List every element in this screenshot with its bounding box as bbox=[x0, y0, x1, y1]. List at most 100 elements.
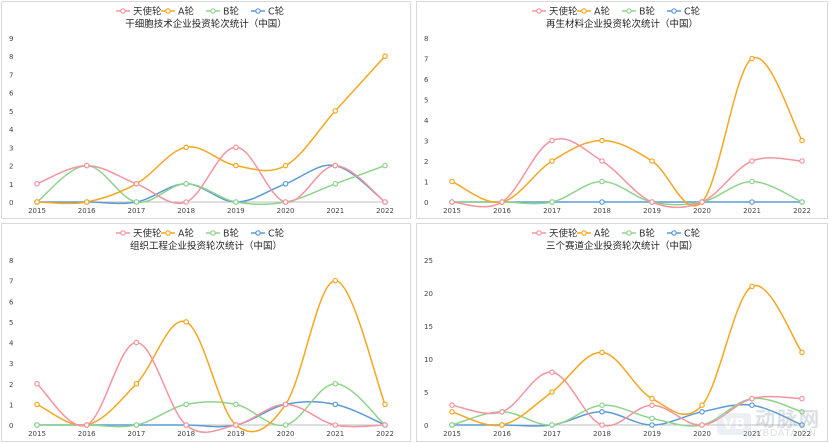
data-point bbox=[749, 283, 755, 290]
y-tick-label: 8 bbox=[9, 53, 13, 61]
data-point bbox=[549, 389, 555, 395]
data-point bbox=[183, 422, 189, 428]
data-point bbox=[449, 402, 455, 409]
x-tick-label: 2021 bbox=[326, 430, 344, 438]
y-tick-label: 5 bbox=[424, 97, 428, 105]
data-point bbox=[34, 380, 40, 387]
data-point bbox=[799, 137, 805, 144]
x-tick-label: 2017 bbox=[543, 430, 561, 438]
data-point bbox=[332, 162, 339, 169]
data-point bbox=[649, 422, 655, 428]
watermark-url: VBDATA.CN bbox=[755, 428, 817, 439]
data-point bbox=[282, 162, 289, 169]
chart-panel-stem-cell: 天使轮 A轮 B轮 C轮 干细胞技术企业投资轮次统计（中国） 0 1 2 3 4 5 6 7 8 9 2015… bbox=[1, 1, 411, 219]
legend-label: B轮 bbox=[223, 6, 240, 18]
data-point bbox=[382, 53, 388, 60]
data-point bbox=[332, 380, 339, 387]
data-point bbox=[83, 162, 90, 169]
watermark: VB 动脉网 VBDATA.CN bbox=[717, 409, 821, 439]
y-tick-label: 15 bbox=[424, 323, 433, 331]
chart-title: 干细胞技术企业投资轮次统计（中国） bbox=[125, 18, 287, 30]
data-point bbox=[749, 178, 755, 185]
chart-panel-regenerative-materials: 天使轮 A轮 B轮 C轮 再生材料企业投资轮次统计（中国） 0 1 2 3 4 5 6 7 8 2015 20… bbox=[416, 1, 828, 219]
data-point bbox=[699, 422, 705, 428]
data-point bbox=[332, 108, 339, 114]
watermark-name: 动脉网 bbox=[755, 407, 821, 431]
y-tick-label: 5 bbox=[9, 108, 13, 116]
y-tick-label: 2 bbox=[9, 381, 13, 389]
series-line bbox=[36, 279, 386, 433]
data-point bbox=[599, 137, 605, 144]
series-line bbox=[36, 146, 386, 205]
data-point bbox=[233, 199, 239, 205]
data-point bbox=[34, 199, 40, 205]
legend-label: A轮 bbox=[594, 6, 610, 18]
data-point bbox=[449, 422, 455, 428]
x-tick-label: 2015 bbox=[28, 430, 46, 438]
x-tick-label: 2022 bbox=[376, 207, 394, 215]
data-point bbox=[183, 144, 189, 151]
chart-legend: 天使轮 A轮 B轮 C轮 bbox=[116, 6, 285, 18]
data-point bbox=[449, 409, 455, 415]
data-point bbox=[233, 144, 239, 151]
x-tick-label: 2016 bbox=[493, 430, 511, 438]
legend-label: B轮 bbox=[639, 6, 656, 18]
data-point bbox=[34, 401, 40, 408]
x-tick-label: 2019 bbox=[227, 430, 245, 438]
x-tick-label: 2016 bbox=[493, 207, 511, 215]
y-tick-label: 7 bbox=[424, 56, 428, 64]
data-point bbox=[499, 422, 505, 428]
data-point bbox=[183, 199, 189, 205]
y-tick-label: 0 bbox=[424, 422, 428, 430]
data-point bbox=[133, 422, 140, 428]
x-tick-label: 2017 bbox=[543, 207, 561, 215]
y-tick-label: 0 bbox=[9, 199, 13, 207]
data-point bbox=[649, 199, 655, 205]
x-tick-label: 2019 bbox=[227, 207, 245, 215]
y-tick-label: 3 bbox=[424, 138, 428, 146]
chart-legend: 天使轮 A轮 B轮 C轮 bbox=[532, 228, 701, 240]
x-tick-label: 2018 bbox=[177, 207, 195, 215]
data-point bbox=[449, 178, 455, 185]
data-point bbox=[649, 395, 655, 402]
data-point bbox=[233, 422, 239, 428]
legend-label: C轮 bbox=[684, 228, 701, 240]
data-point bbox=[449, 199, 455, 205]
data-point bbox=[799, 409, 805, 415]
chart-title: 三个赛道企业投资轮次统计（中国） bbox=[546, 240, 698, 252]
data-point bbox=[133, 339, 140, 346]
y-tick-label: 3 bbox=[9, 360, 13, 368]
x-tick-label: 2016 bbox=[78, 207, 96, 215]
data-point bbox=[799, 422, 805, 428]
chart-title: 再生材料企业投资轮次统计（中国） bbox=[546, 18, 698, 30]
y-tick-label: 4 bbox=[9, 340, 14, 348]
data-point bbox=[599, 422, 605, 428]
x-tick-label: 2020 bbox=[277, 207, 295, 215]
y-tick-label: 0 bbox=[9, 422, 13, 430]
series-line bbox=[452, 403, 803, 427]
data-point bbox=[83, 422, 90, 428]
data-point bbox=[699, 409, 705, 415]
data-point bbox=[549, 422, 555, 428]
data-point bbox=[599, 178, 605, 185]
y-tick-label: 10 bbox=[424, 356, 433, 364]
series-line bbox=[36, 55, 386, 205]
x-tick-label: 2021 bbox=[743, 207, 761, 215]
data-point bbox=[382, 162, 388, 169]
y-tick-label: 8 bbox=[9, 257, 13, 265]
y-tick-label: 1 bbox=[9, 181, 13, 189]
data-point bbox=[382, 199, 388, 205]
data-point bbox=[282, 401, 289, 408]
chart-panel-tissue-engineering: 天使轮 A轮 B轮 C轮 组织工程企业投资轮次统计（中国） 0 1 2 3 4 5 6 7 8 2015 20… bbox=[1, 223, 411, 442]
data-point bbox=[749, 402, 755, 409]
legend-label: B轮 bbox=[223, 228, 240, 240]
y-tick-label: 7 bbox=[9, 71, 13, 79]
data-point bbox=[233, 162, 239, 169]
y-tick-label: 4 bbox=[424, 117, 429, 125]
y-tick-label: 1 bbox=[9, 401, 13, 409]
data-point bbox=[799, 158, 805, 164]
y-tick-label: 3 bbox=[9, 144, 13, 152]
x-tick-label: 2020 bbox=[277, 430, 295, 438]
